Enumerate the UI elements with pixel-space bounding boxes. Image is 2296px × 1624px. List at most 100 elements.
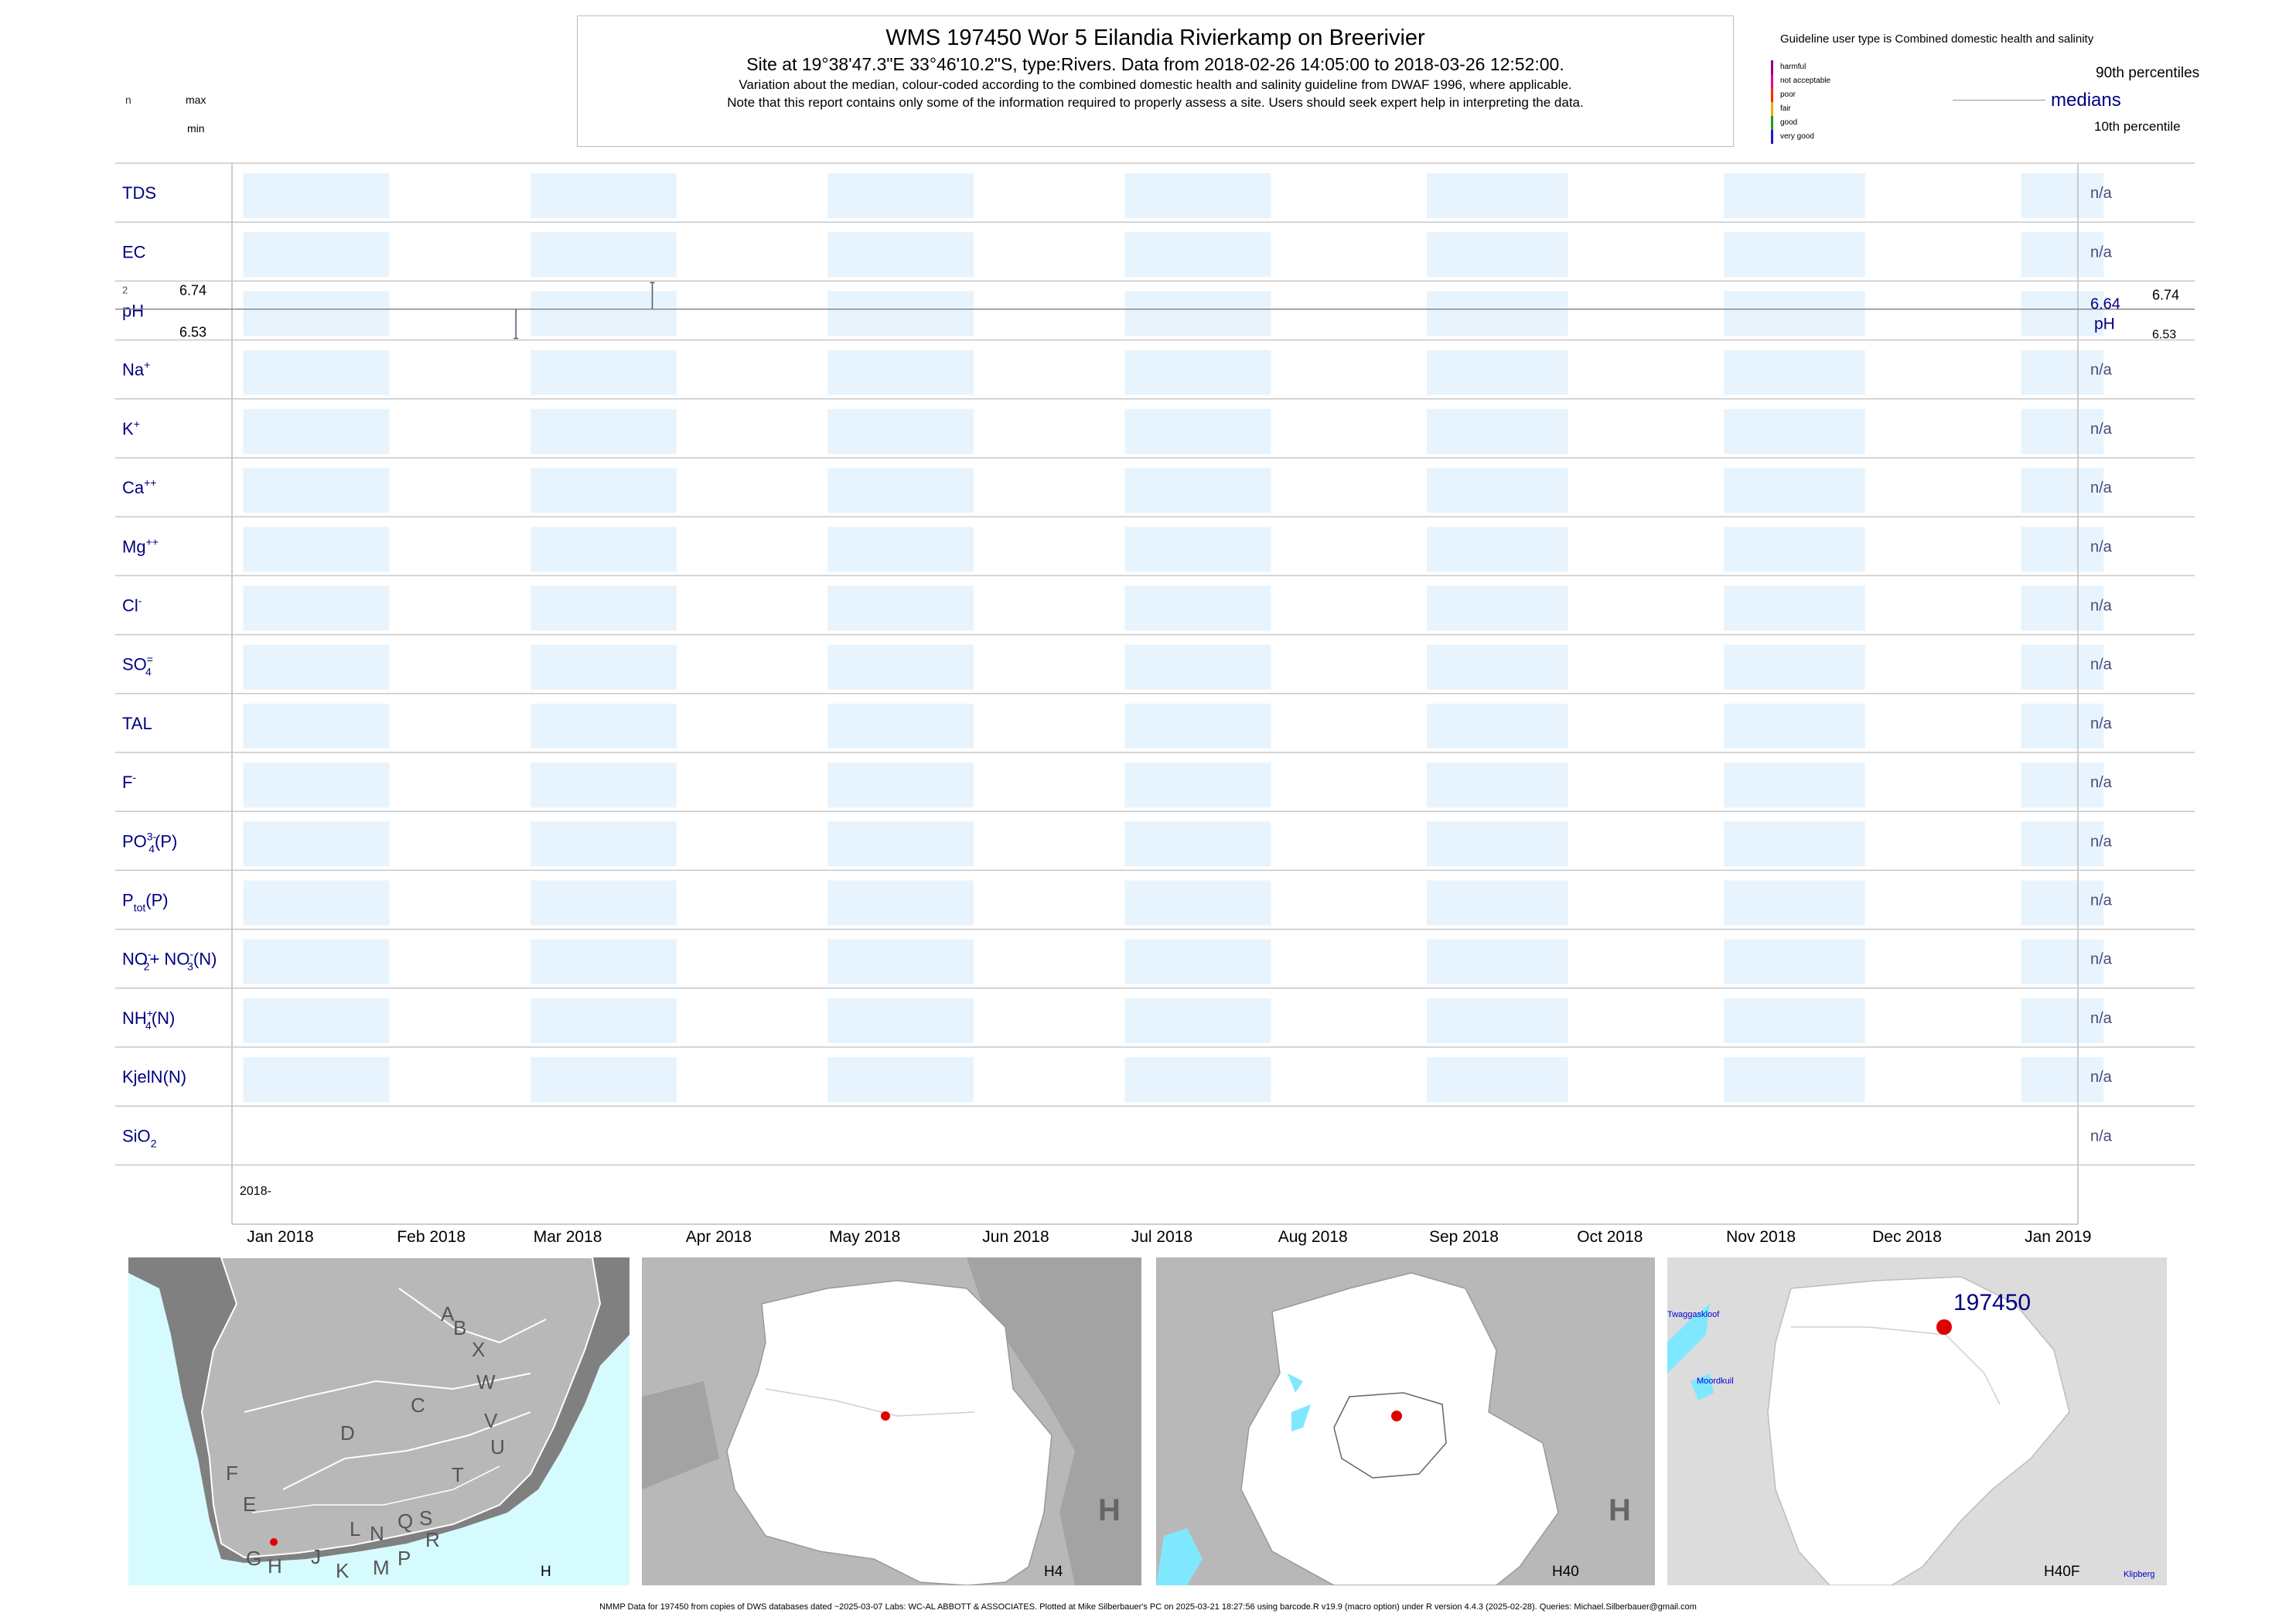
legend-p90: 90th percentiles [2096, 65, 2200, 81]
map-caption-h40: H40 [1552, 1564, 1579, 1580]
place-label-twaggaskloof: Twaggaskloof [1667, 1310, 1720, 1319]
legend-color-very-good [1771, 130, 1773, 144]
key-min: min [187, 122, 205, 135]
month-band [827, 291, 974, 336]
chart-title: WMS 197450 Wor 5 Eilandia Rivierkamp on … [885, 26, 1425, 50]
month-band [827, 644, 974, 690]
month-band [1124, 939, 1271, 984]
row-na-mg: n/a [2090, 538, 2113, 555]
month-band [1124, 821, 1271, 867]
footer-note: NMMP Data for 197450 from copies of DWS … [599, 1602, 1697, 1612]
month-band [531, 350, 677, 395]
month-band [243, 527, 390, 572]
ph-median-value: 6.64 [2090, 295, 2120, 312]
region-letter-E: E [243, 1493, 256, 1516]
month-band [1426, 585, 1568, 631]
month-band [1426, 350, 1568, 395]
month-band [243, 232, 390, 278]
month-band [1426, 527, 1568, 572]
note-median: Variation about the median, colour-coded… [739, 77, 1572, 92]
month-band [1426, 998, 1568, 1043]
x-tick-label: Mar 2018 [534, 1228, 602, 1246]
month-band [1724, 644, 1865, 690]
x-tick-label: Jan 2018 [247, 1228, 313, 1246]
x-tick-label: Jan 2019 [2025, 1228, 2091, 1246]
month-band [827, 1057, 974, 1103]
h40f-map-graphic [1667, 1276, 2070, 1585]
month-band [1426, 880, 1568, 926]
month-band [827, 880, 974, 926]
legend-color-harmful [1771, 60, 1773, 74]
x-tick-label: Sep 2018 [1429, 1228, 1499, 1246]
month-band [2021, 821, 2104, 867]
month-band [1724, 527, 1865, 572]
month-band [1124, 408, 1271, 454]
month-band [1724, 763, 1865, 808]
legend-label-good: good [1780, 118, 1798, 127]
barcode-chart: TDS n/a EC n/a pH Na+ n/a K+ n/a Ca++ n/a Mg++ n/a Cl… [115, 162, 2195, 1246]
region-letter-K: K [336, 1559, 350, 1582]
month-band [827, 232, 974, 278]
region-letter-H: H [268, 1554, 282, 1578]
region-letter-U: U [490, 1435, 505, 1459]
row-label-f: F- [122, 771, 136, 792]
month-band [1724, 998, 1865, 1043]
month-band [1426, 1057, 1568, 1103]
region-letter-G: G [246, 1547, 261, 1570]
legend-color-fair [1771, 102, 1773, 116]
month-band [2021, 763, 2104, 808]
row-na-ptot: n/a [2090, 892, 2113, 909]
row-label-tds: TDS [122, 183, 156, 203]
row-label-po4: PO3-4(P) [122, 830, 177, 855]
month-band [2021, 527, 2104, 572]
map-h40f: 197450 Twaggaskloof Moordkuil Klipberg H… [1667, 1257, 2167, 1585]
month-band [827, 585, 974, 631]
month-band [1426, 939, 1568, 984]
site-dot-overview [270, 1538, 278, 1546]
legend-label-harmful: harmful [1780, 63, 1806, 71]
month-band [531, 644, 677, 690]
month-band [243, 880, 390, 926]
month-band [1124, 173, 1271, 219]
month-band [531, 1057, 677, 1103]
title-box: WMS 197450 Wor 5 Eilandia Rivierkamp on … [577, 15, 1734, 147]
month-band [2021, 468, 2104, 513]
month-band [243, 763, 390, 808]
month-band [2021, 880, 2104, 926]
row-na-na: n/a [2090, 362, 2113, 379]
month-band [2021, 998, 2104, 1043]
region-letter-R: R [425, 1528, 440, 1551]
chart-subtitle: Site at 19°38'47.3"E 33°46'10.2"S, type:… [746, 54, 1564, 74]
region-letter-D: D [340, 1421, 355, 1445]
row-na-sio2: n/a [2090, 1128, 2113, 1145]
month-band [1124, 468, 1271, 513]
row-na-f: n/a [2090, 774, 2113, 791]
svg-text:H: H [1098, 1493, 1121, 1527]
month-band [1124, 350, 1271, 395]
month-band [1724, 291, 1865, 336]
row-na-tal: n/a [2090, 715, 2113, 732]
month-band [243, 585, 390, 631]
ph-right-min: 6.53 [2152, 328, 2176, 341]
month-band [1426, 703, 1568, 749]
ph-right-max: 6.74 [2152, 287, 2179, 302]
month-band [531, 763, 677, 808]
month-band [531, 998, 677, 1043]
month-band [243, 1057, 390, 1103]
site-dot-h40f [1936, 1319, 1952, 1335]
month-band [1426, 821, 1568, 867]
month-band [531, 880, 677, 926]
row-na-k: n/a [2090, 421, 2113, 438]
map-caption-h40f: H40F [2044, 1564, 2080, 1580]
month-band [1124, 585, 1271, 631]
month-band [1724, 821, 1865, 867]
month-band [1426, 232, 1568, 278]
site-dot-h4 [881, 1411, 890, 1421]
month-band [243, 468, 390, 513]
month-band [1426, 408, 1568, 454]
month-band [531, 173, 677, 219]
month-band [827, 998, 974, 1043]
place-label-klipberg: Klipberg [2124, 1570, 2155, 1579]
region-letter-T: T [452, 1463, 464, 1486]
month-band [531, 527, 677, 572]
